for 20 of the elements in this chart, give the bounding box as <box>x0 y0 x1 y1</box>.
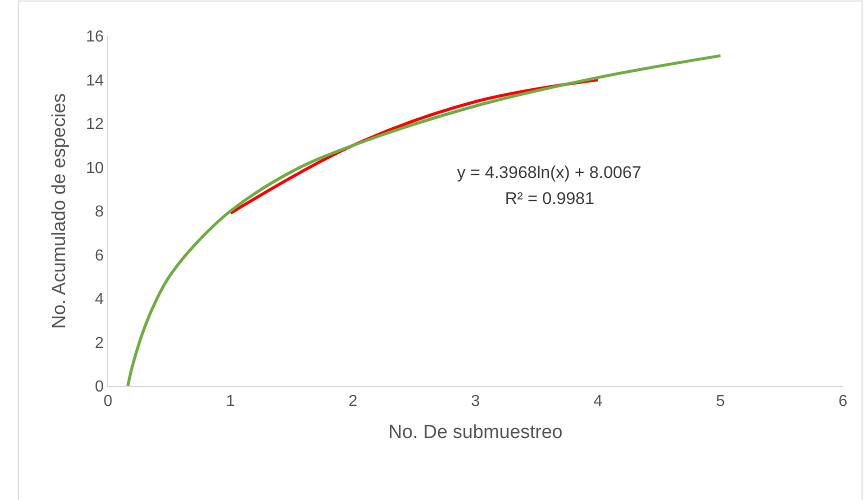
y-tick-label: 0 <box>94 378 104 396</box>
y-tick-label: 8 <box>94 204 104 221</box>
y-tick-label: 16 <box>86 28 104 46</box>
x-tick-label: 6 <box>838 393 848 410</box>
x-tick-label: 2 <box>348 393 358 410</box>
y-tick-label: 4 <box>94 291 104 308</box>
y-axis-title: No. Acumulado de especies <box>48 93 70 329</box>
x-tick-label: 3 <box>471 393 480 410</box>
x-tick-label: 5 <box>716 393 726 410</box>
y-tick-label: 12 <box>86 116 104 134</box>
annotation: y = 4.3968ln(x) + 8.0067 <box>457 163 642 182</box>
y-tick-label: 6 <box>94 247 104 264</box>
y-tick-label: 14 <box>86 72 104 90</box>
annotation: R² = 0.9981 <box>505 189 594 208</box>
x-tick-label: 1 <box>226 393 236 410</box>
x-tick-label: 4 <box>594 393 603 410</box>
y-tick-label: 2 <box>94 334 104 352</box>
x-axis-title: No. De submuestreo <box>388 422 563 443</box>
y-tick-label: 10 <box>86 160 104 177</box>
line-series <box>126 54 722 386</box>
